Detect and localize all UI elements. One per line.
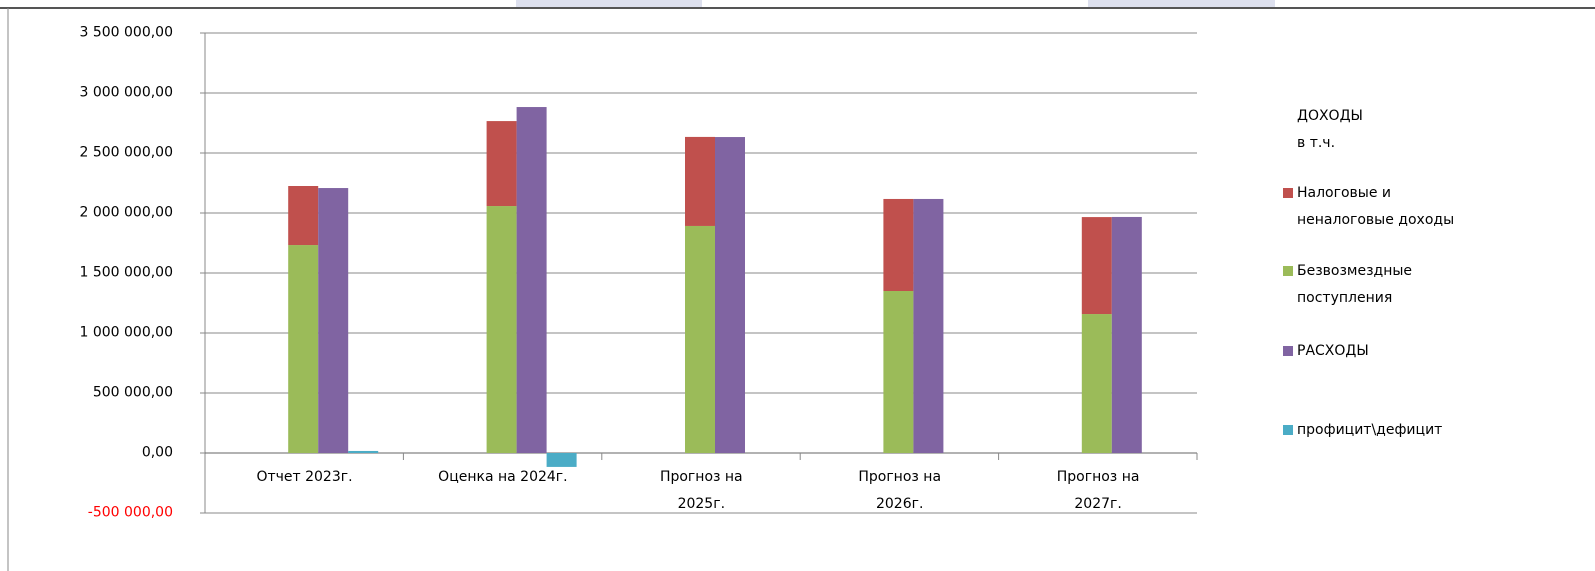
x-tick-label: Прогноз на 2025г.: [659, 469, 743, 512]
bar: [546, 453, 577, 467]
bar: [715, 137, 745, 454]
bar: [348, 450, 379, 453]
bar: [883, 198, 914, 291]
legend-swatch: [1283, 425, 1293, 435]
y-tick-label: 0,00: [141, 444, 173, 461]
bar: [1081, 217, 1112, 315]
y-tick-label: 1 000 000,00: [79, 324, 173, 341]
legend-title: ДОХОДЫ в т.ч.: [1297, 108, 1363, 151]
legend-label: Налоговые и неналоговые доходы: [1297, 185, 1455, 228]
x-tick-label: Отчет 2023г.: [256, 469, 353, 485]
y-tick-label: -500 000,00: [87, 504, 173, 521]
sheet-cell-selected: [1088, 0, 1275, 8]
bar: [288, 186, 319, 246]
legend-label: РАСХОДЫ: [1297, 343, 1369, 359]
sheet-row: [0, 0, 1595, 8]
bar: [1081, 314, 1112, 453]
x-tick-label: Прогноз на 2027г.: [1056, 469, 1140, 512]
legend-label: профицит\дефицит: [1297, 422, 1443, 438]
y-tick-label: 2 500 000,00: [79, 144, 173, 161]
y-tick-label: 3 500 000,00: [79, 24, 173, 41]
x-tick-label: Оценка на 2024г.: [438, 469, 568, 485]
bar: [1111, 216, 1142, 453]
legend-swatch: [1283, 188, 1293, 198]
bar: [685, 136, 715, 226]
y-tick-label: 1 500 000,00: [79, 264, 173, 281]
legend-swatch: [1283, 346, 1293, 356]
x-tick-label: Прогноз на 2026г.: [858, 469, 942, 512]
y-tick-label: 3 000 000,00: [79, 84, 173, 101]
legend-label: Безвозмездные поступления: [1297, 263, 1413, 306]
bar: [685, 225, 715, 453]
bar: [913, 198, 944, 453]
bar: [486, 206, 517, 453]
sheet-cell-selected: [516, 0, 702, 8]
y-tick-label: 500 000,00: [92, 384, 173, 401]
bar: [883, 291, 914, 453]
bar: [516, 107, 547, 453]
bar: [288, 245, 319, 453]
bar: [486, 121, 517, 207]
y-tick-label: 2 000 000,00: [79, 204, 173, 221]
bar: [318, 188, 349, 454]
legend-swatch: [1283, 266, 1293, 276]
